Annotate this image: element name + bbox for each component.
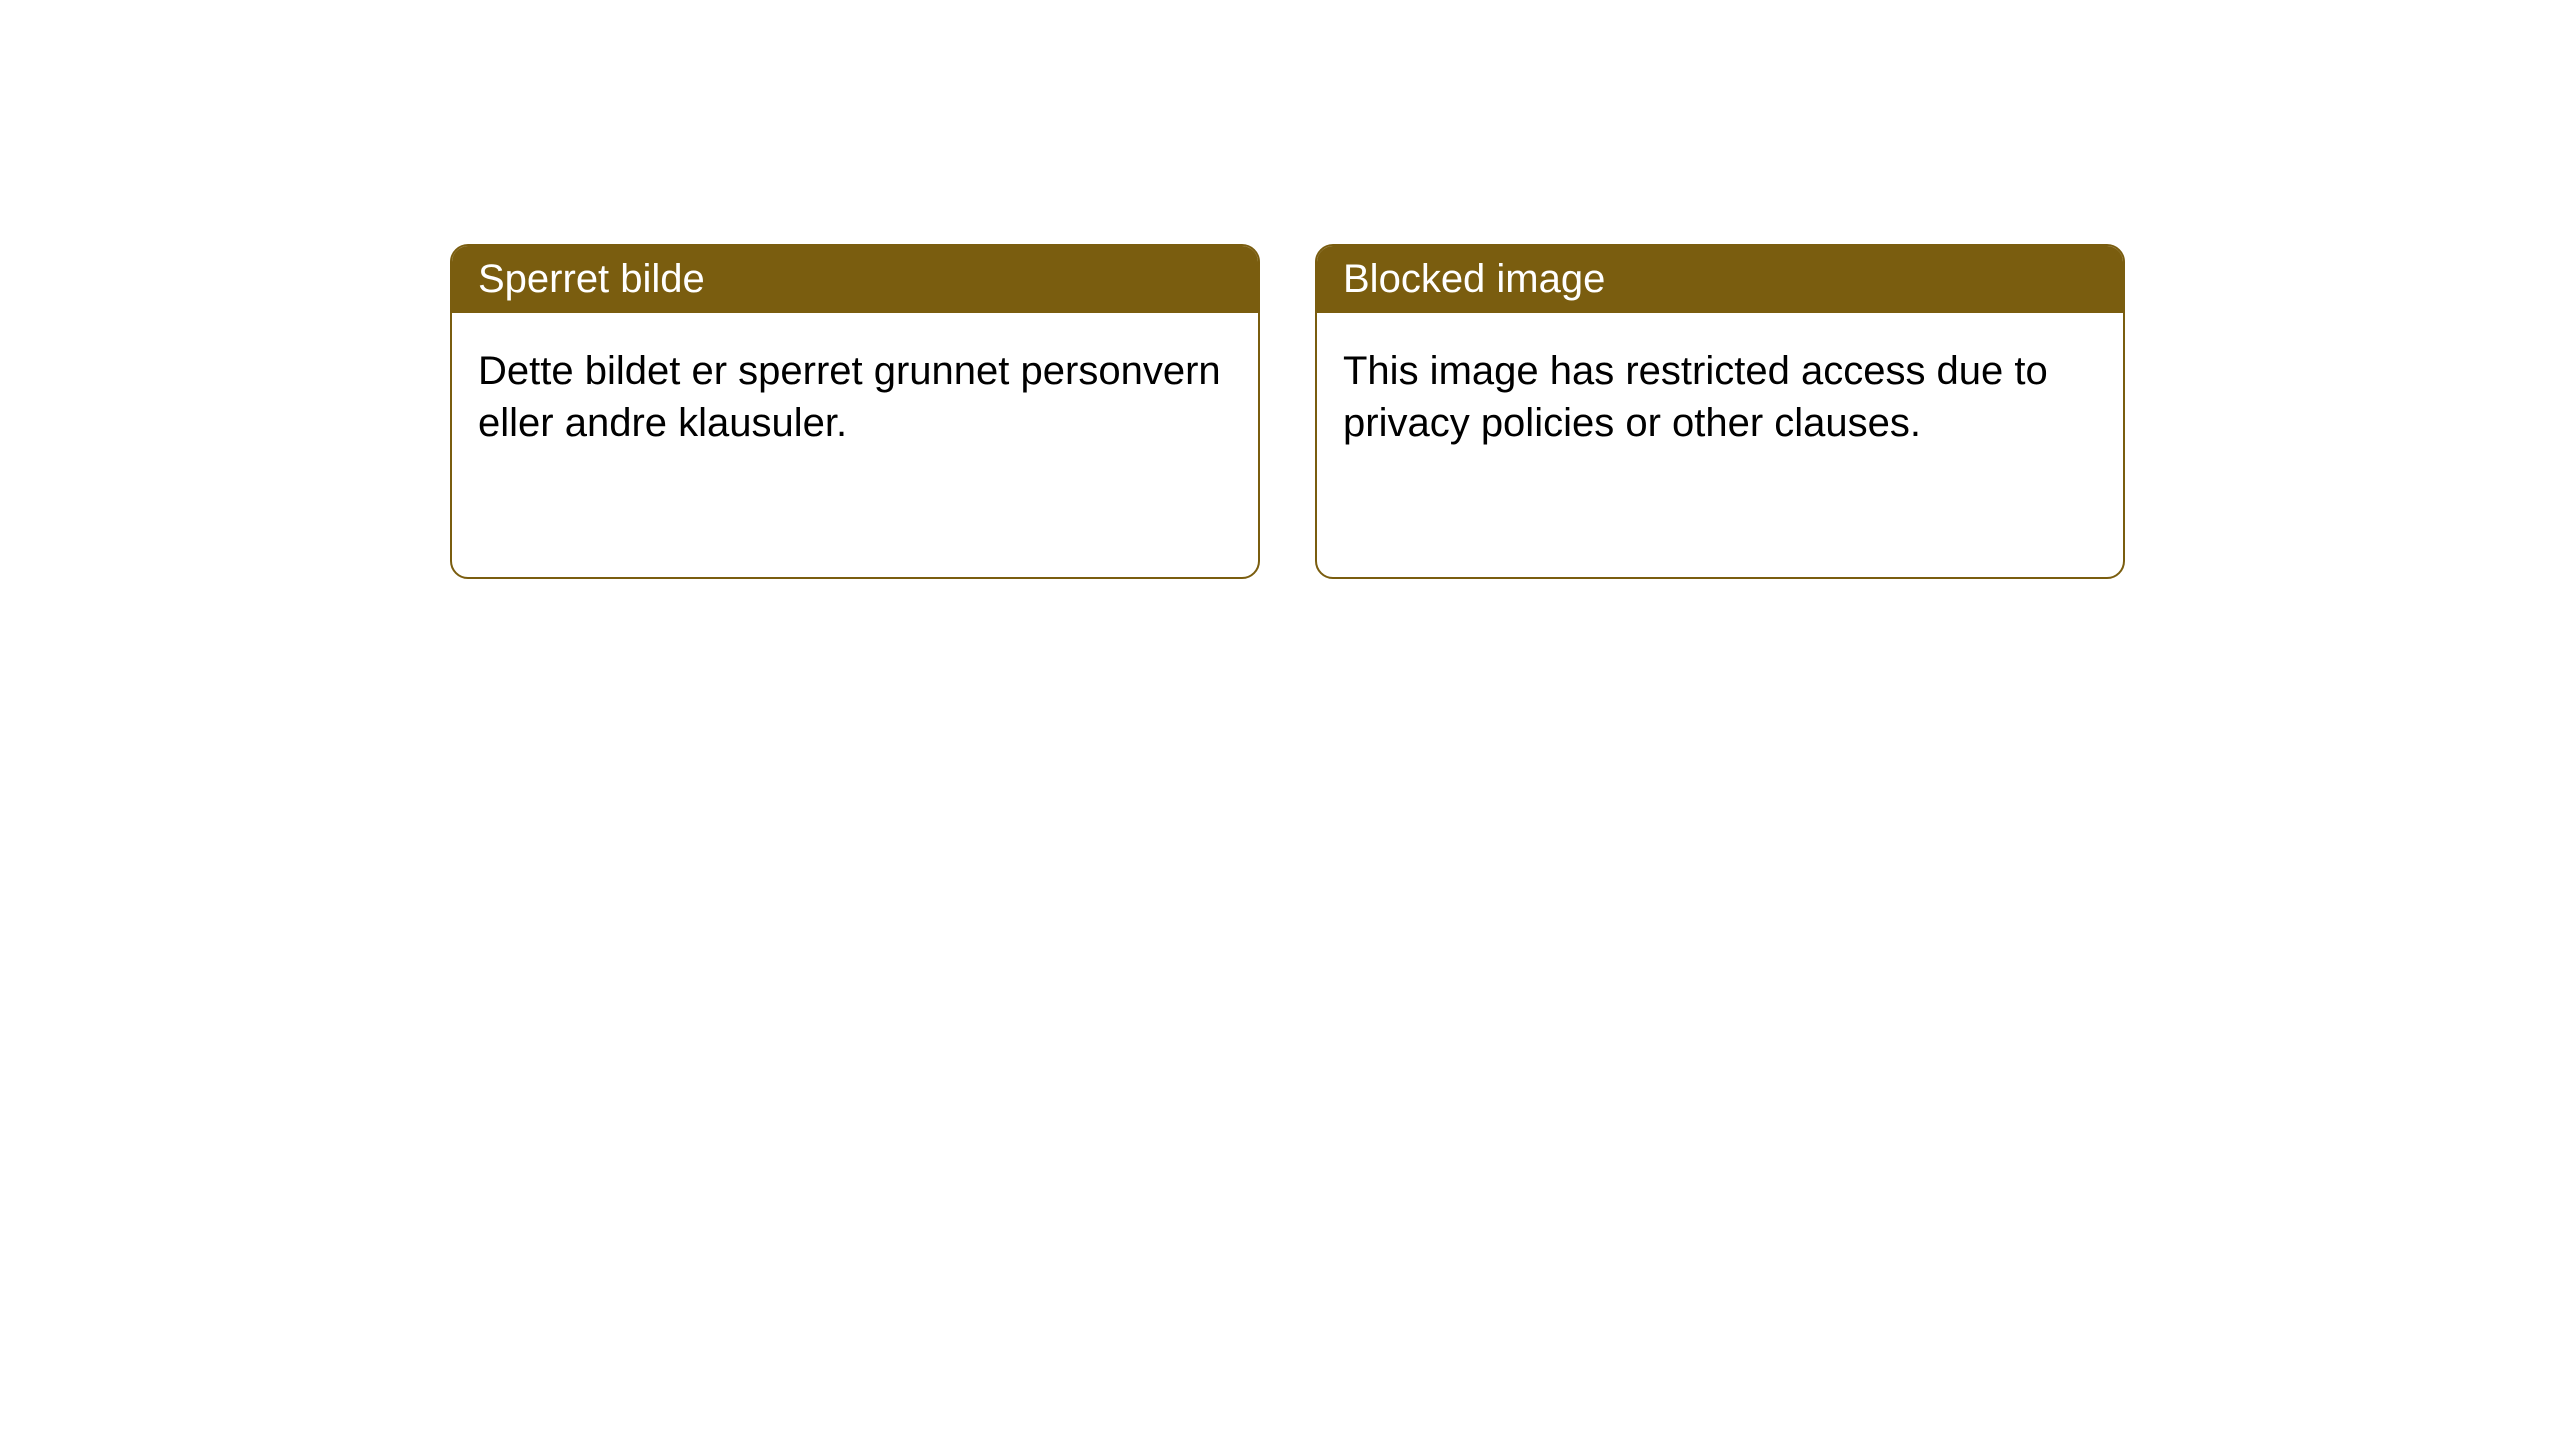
notice-title: Blocked image (1343, 257, 1605, 301)
notice-header: Blocked image (1317, 246, 2123, 313)
notice-header: Sperret bilde (452, 246, 1258, 313)
notice-message: Dette bildet er sperret grunnet personve… (478, 349, 1221, 445)
notice-card-norwegian: Sperret bilde Dette bildet er sperret gr… (450, 244, 1260, 579)
notice-container: Sperret bilde Dette bildet er sperret gr… (0, 0, 2560, 579)
notice-body: Dette bildet er sperret grunnet personve… (452, 313, 1258, 481)
notice-card-english: Blocked image This image has restricted … (1315, 244, 2125, 579)
notice-body: This image has restricted access due to … (1317, 313, 2123, 481)
notice-title: Sperret bilde (478, 257, 705, 301)
notice-message: This image has restricted access due to … (1343, 349, 2048, 445)
